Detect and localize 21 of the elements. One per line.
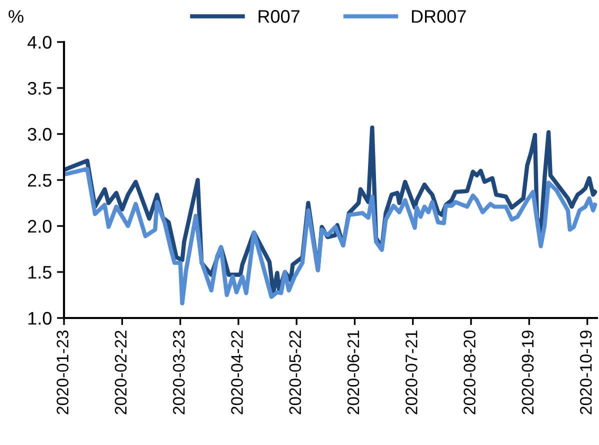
x-tick-label: 2020-02-22 bbox=[114, 330, 127, 414]
y-tick-label: 3.5 bbox=[28, 82, 52, 95]
x-tick-label: 2020-07-21 bbox=[406, 330, 418, 414]
x-tick-label: 2020-10-19 bbox=[580, 330, 592, 414]
x-tick-label: 2020-04-22 bbox=[231, 330, 243, 414]
y-axis-title: % bbox=[8, 10, 24, 23]
legend-label: DR007 bbox=[412, 10, 466, 23]
y-tick-label: 1.5 bbox=[28, 266, 52, 279]
line-series bbox=[64, 166, 597, 306]
x-tick-label: 2020-09-19 bbox=[522, 330, 534, 414]
y-tick-label: 4.0 bbox=[28, 36, 52, 49]
x-tick-label: 2020-05-22 bbox=[289, 330, 302, 414]
x-tick-label: 2020-06-21 bbox=[347, 330, 360, 414]
x-tick-label: 2020-08-20 bbox=[464, 330, 476, 414]
y-tick-label: 3.0 bbox=[28, 128, 52, 141]
y-tick-label: 2.5 bbox=[28, 174, 52, 187]
y-tick-label: 2.0 bbox=[28, 220, 52, 233]
y-tick-label: 1.0 bbox=[28, 312, 52, 325]
legend-label: R007 bbox=[258, 10, 300, 23]
x-tick-label: 2020-03-23 bbox=[172, 330, 185, 414]
x-tick-label: 2020-01-23 bbox=[56, 330, 68, 414]
